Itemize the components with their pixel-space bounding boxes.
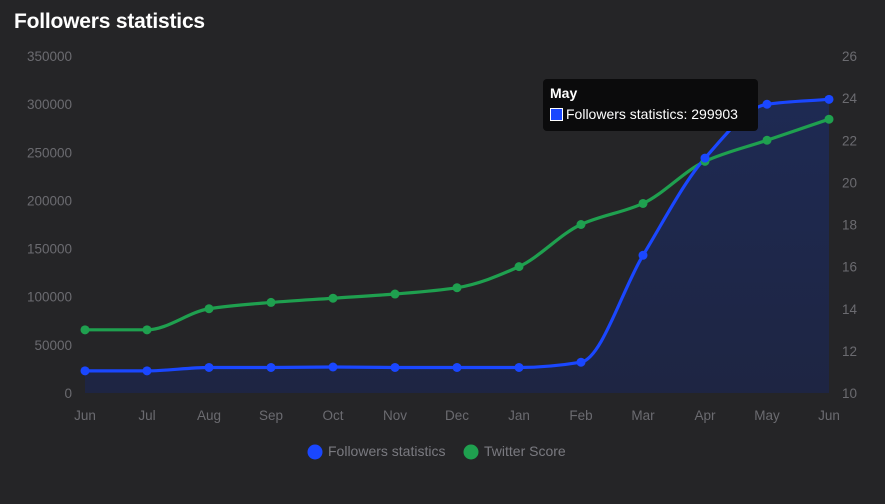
followers-point[interactable] [390,362,400,372]
x-axis-tick-label: Jun [74,408,96,423]
left-axis-tick-label: 150000 [27,242,72,257]
left-axis-tick-label: 0 [64,386,72,401]
right-axis-tick-label: 10 [842,386,857,401]
followers-point[interactable] [700,153,710,163]
followers-points [80,94,834,376]
left-axis-tick-label: 350000 [27,49,72,64]
twitter-score-point[interactable] [328,293,338,303]
followers-point[interactable] [204,362,214,372]
followers-area-fill [85,99,829,393]
right-axis-tick-label: 12 [842,344,857,359]
followers-point[interactable] [452,362,462,372]
right-axis-tick-label: 22 [842,133,857,148]
followers-point[interactable] [514,362,524,372]
x-axis-tick-label: May [754,408,780,423]
tooltip-row: Followers statistics : 299903 [550,106,751,122]
twitter-score-point[interactable] [576,220,586,229]
left-axis-tick-label: 250000 [27,145,72,160]
x-axis-ticks: Jun Jul Aug Sep Oct Nov Dec Jan Feb Mar Apr May Jun [74,408,840,423]
followers-point[interactable] [142,366,152,376]
tooltip-series-label: Followers statistics [566,106,684,122]
x-axis-tick-label: Dec [445,408,469,423]
twitter-score-point[interactable] [80,325,90,335]
legend-item[interactable]: Twitter Score [463,443,566,460]
x-axis-tick-label: Oct [322,408,343,423]
right-axis-tick-label: 14 [842,302,858,317]
right-axis-tick-label: 16 [842,260,857,275]
left-axis-tick-label: 200000 [27,193,72,208]
right-axis-tick-label: 20 [842,175,857,190]
followers-point[interactable] [328,362,338,372]
twitter-score-point[interactable] [204,304,214,314]
right-axis-tick-label: 26 [842,49,857,64]
followers-point[interactable] [80,366,90,376]
right-axis-tick-label: 24 [842,91,858,106]
legend-label: Twitter Score [484,443,566,459]
followers-point[interactable] [824,94,834,104]
x-axis-tick-label: Feb [569,408,592,423]
twitter-score-point[interactable] [514,262,524,272]
legend-marker [307,444,323,460]
legend-item[interactable]: Followers statistics [307,443,446,460]
legend-marker [463,444,479,460]
followers-point[interactable] [266,362,276,372]
x-axis-tick-label: Jul [138,408,155,423]
twitter-score-point[interactable] [824,114,834,124]
x-axis-tick-label: Sep [259,408,283,423]
left-axis-ticks: 350000 300000 250000 200000 150000 100000 5000… [27,49,72,401]
tooltip-value: 299903 [691,106,738,122]
x-axis-tick-label: Jan [508,408,530,423]
twitter-score-point[interactable] [762,135,772,145]
left-axis-tick-label: 50000 [34,338,72,353]
x-axis-tick-label: Mar [631,408,655,423]
twitter-score-points [80,114,834,335]
page-title: Followers statistics [14,10,205,33]
tooltip: May Followers statistics : 299903 [543,79,758,131]
x-axis-tick-label: Jun [818,408,840,423]
x-axis-tick-label: Aug [197,408,221,423]
left-axis-tick-label: 100000 [27,290,72,305]
right-axis-ticks: 26 24 22 20 18 16 14 12 10 [842,49,858,401]
tooltip-separator: : [683,106,692,122]
followers-point[interactable] [576,357,586,367]
legend: Followers statistics Twitter Score [307,443,566,460]
twitter-score-point[interactable] [452,283,462,293]
twitter-score-point[interactable] [390,289,400,299]
tooltip-swatch [550,107,563,121]
twitter-score-point[interactable] [638,198,648,208]
x-axis-tick-label: Apr [694,408,716,423]
tooltip-title: May [550,85,578,101]
followers-point[interactable] [762,99,772,109]
twitter-score-point[interactable] [142,325,152,335]
twitter-score-point[interactable] [266,297,276,307]
x-axis-tick-label: Nov [383,408,407,423]
left-axis-tick-label: 300000 [27,97,72,112]
right-axis-tick-label: 18 [842,218,857,233]
followers-point[interactable] [638,250,648,260]
legend-label: Followers statistics [328,443,445,459]
